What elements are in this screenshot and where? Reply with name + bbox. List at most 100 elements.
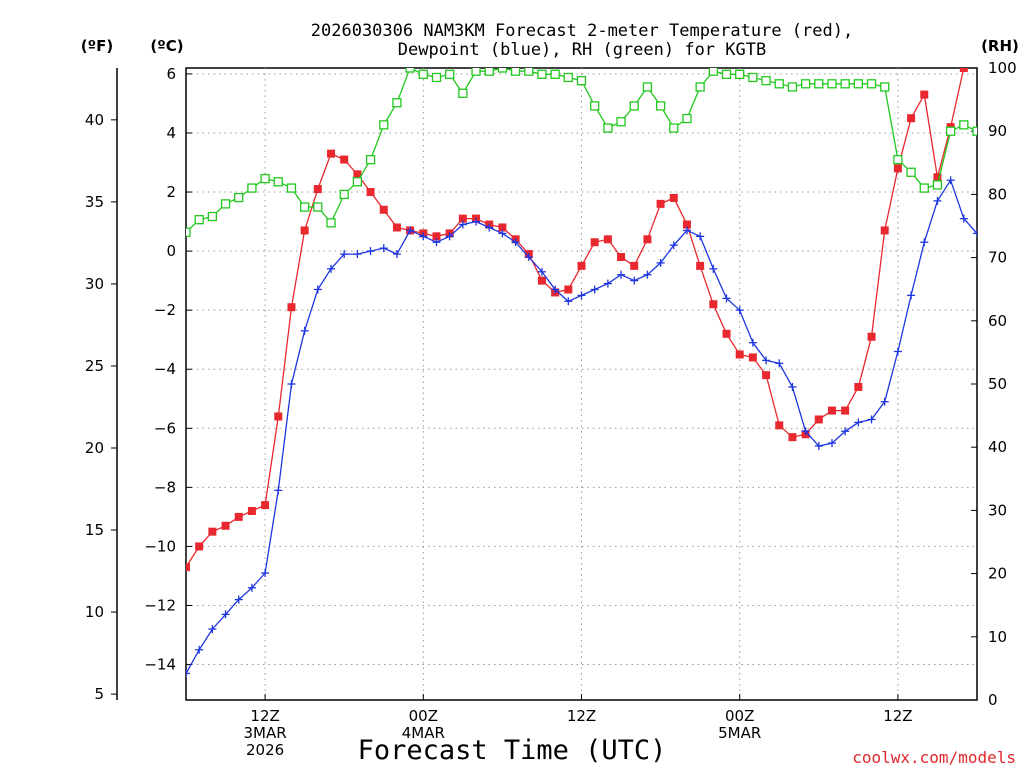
temperature-point xyxy=(287,303,296,312)
rh-point xyxy=(563,72,573,83)
dewpoint-point xyxy=(630,276,639,285)
temperature-point xyxy=(340,155,349,164)
dewpoint-point xyxy=(287,380,296,388)
rh-point xyxy=(186,227,191,237)
dewpoint-point xyxy=(748,338,757,347)
celsius-tick-label: 6 xyxy=(166,65,176,83)
rh-point xyxy=(827,79,837,89)
temperature-point xyxy=(327,149,336,158)
celsius-tick-label: −2 xyxy=(154,301,176,319)
x-tick-label: 5MAR xyxy=(718,724,761,742)
temperature-point xyxy=(656,199,665,208)
dewpoint-point xyxy=(485,223,494,232)
rh-point xyxy=(299,202,310,212)
dewpoint-point xyxy=(696,232,705,241)
rh-point xyxy=(537,69,547,79)
dewpoint-point xyxy=(498,229,507,238)
rh-point xyxy=(682,113,692,124)
credit-text: coolwx.com/models xyxy=(852,748,1016,767)
temperature-point xyxy=(247,506,256,515)
celsius-tick-label: −14 xyxy=(144,656,176,674)
rh-point xyxy=(550,69,560,79)
fahrenheit-tick-label: 5 xyxy=(94,685,104,703)
x-tick-label: 12Z xyxy=(883,707,912,725)
temperature-point xyxy=(880,226,889,235)
celsius-tick-label: −4 xyxy=(154,360,176,378)
celsius-axis-label: (ºC) xyxy=(150,37,183,55)
dewpoint-point xyxy=(195,645,204,654)
temperature-point xyxy=(854,382,863,391)
dewpoint-point xyxy=(458,220,467,229)
dewpoint-point xyxy=(656,258,665,267)
dewpoint-point xyxy=(432,238,441,247)
temperature-point xyxy=(392,223,401,232)
fahrenheit-axis-label: (ºF) xyxy=(81,37,113,55)
dewpoint-point xyxy=(186,669,190,678)
dewpoint-point xyxy=(709,264,718,273)
x-tick-label: 3MAR xyxy=(244,724,287,742)
dewpoint-point xyxy=(682,226,691,235)
temperature-point xyxy=(827,406,836,415)
dewpoint-point xyxy=(419,232,428,241)
dewpoint-point xyxy=(300,326,309,335)
temperature-point xyxy=(933,173,942,182)
temperature-point xyxy=(432,232,441,241)
dewpoint-point xyxy=(788,382,797,391)
dewpoint-point xyxy=(617,270,626,279)
temperature-point xyxy=(221,521,230,530)
rh-point xyxy=(840,79,850,89)
fahrenheit-tick-label: 40 xyxy=(85,111,104,129)
dewpoint-point xyxy=(261,569,270,578)
chart-title-line-2: Dewpoint (blue), RH (green) for KGTB xyxy=(398,40,766,60)
temperature-point xyxy=(907,114,916,123)
temperature-point xyxy=(775,421,784,430)
rh-point xyxy=(458,88,468,98)
temperature-point xyxy=(366,188,375,197)
dewpoint-point xyxy=(221,610,230,619)
dewpoint-point xyxy=(327,264,336,273)
rh-point xyxy=(326,218,336,228)
dewpoint-point xyxy=(669,241,678,250)
temperature-point xyxy=(669,193,678,202)
dewpoint-point xyxy=(893,347,902,356)
temperature-point xyxy=(788,433,797,442)
rh-point xyxy=(339,189,349,200)
temperature-point xyxy=(893,164,902,173)
dewpoint-point xyxy=(735,306,744,315)
rh-point xyxy=(972,126,977,136)
rh-tick-label: 20 xyxy=(988,565,1007,583)
x-tick-label: 00Z xyxy=(725,707,754,725)
rh-point xyxy=(616,117,626,127)
rh-axis-label: (RH) xyxy=(981,37,1019,55)
temperature-point xyxy=(186,563,190,572)
rh-point xyxy=(735,69,745,79)
rh-point xyxy=(853,79,863,89)
rh-tick-label: 10 xyxy=(988,628,1007,646)
rh-point xyxy=(273,177,283,187)
temperature-point xyxy=(353,170,362,179)
temperature-point xyxy=(458,214,467,223)
rh-point xyxy=(893,154,903,165)
rh-tick-label: 70 xyxy=(988,249,1007,267)
temperature-point xyxy=(234,512,243,521)
celsius-tick-label: 2 xyxy=(166,183,176,201)
rh-point xyxy=(945,126,956,136)
rh-point xyxy=(590,101,600,111)
rh-point xyxy=(313,202,323,212)
x-tick-label: 12Z xyxy=(567,707,596,725)
celsius-tick-label: −8 xyxy=(154,478,176,496)
x-tick-label: 12Z xyxy=(250,707,279,725)
rh-point xyxy=(524,68,534,76)
x-tick-label: 00Z xyxy=(409,707,438,725)
temperature-point xyxy=(313,185,322,194)
temperature-point xyxy=(603,235,612,244)
rh-point xyxy=(431,72,442,83)
temperature-point xyxy=(274,412,283,421)
rh-point xyxy=(603,123,613,133)
dewpoint-point xyxy=(973,229,977,238)
dewpoint-point xyxy=(814,442,823,451)
rh-point xyxy=(207,211,218,222)
temperature-point xyxy=(762,371,771,380)
dewpoint-point xyxy=(946,176,955,185)
celsius-tick-label: 0 xyxy=(166,242,176,260)
